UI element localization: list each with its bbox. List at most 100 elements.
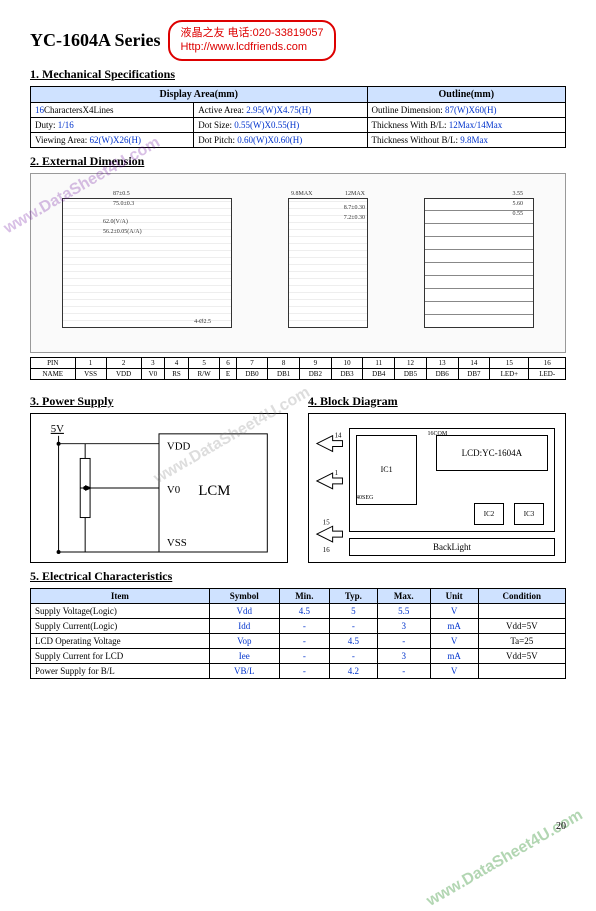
name-cell: DB7 <box>458 368 490 379</box>
elec-cell: Vop <box>209 633 279 648</box>
name-cell: DB5 <box>395 368 427 379</box>
elec-cell: Supply Voltage(Logic) <box>31 603 210 618</box>
table-row: Supply Voltage(Logic)Vdd4.555.5V <box>31 603 566 618</box>
table-row: LCD Operating VoltageVop-4.5-VTa=25 <box>31 633 566 648</box>
name-cell: RS <box>165 368 189 379</box>
ic3-block: IC3 <box>514 503 544 525</box>
name-cell: LED+ <box>490 368 529 379</box>
ic2-block: IC2 <box>474 503 504 525</box>
block-diagram: 14 1 15 16 LCD:YC-1604A IC1 IC2 IC3 16CO… <box>308 413 566 563</box>
elec-cell: 4.5 <box>279 603 329 618</box>
elec-cell: 5.5 <box>377 603 430 618</box>
elec-header: Condition <box>478 588 565 603</box>
elec-header: Unit <box>430 588 478 603</box>
name-cell: DB2 <box>300 368 332 379</box>
elec-cell: - <box>377 663 430 678</box>
elec-cell: VB/L <box>209 663 279 678</box>
front-view-drawing: 87±0.5 75.0±0.3 62.0(V/A) 56.2±0.05(A/A)… <box>62 198 232 328</box>
pin-cell: 13 <box>426 357 458 368</box>
elec-cell: 4.5 <box>329 633 377 648</box>
section5-heading: 5. Electrical Characteristics <box>30 569 566 584</box>
name-cell: VDD <box>106 368 141 379</box>
elec-cell: 3 <box>377 648 430 663</box>
elec-cell <box>478 663 565 678</box>
svg-text:16: 16 <box>323 546 330 553</box>
elec-cell: Iee <box>209 648 279 663</box>
pin-cell: 5 <box>188 357 220 368</box>
name-cell: LED- <box>529 368 566 379</box>
name-cell: DB1 <box>268 368 300 379</box>
electrical-table: ItemSymbolMin.Typ.Max.UnitCondition Supp… <box>30 588 566 679</box>
elec-cell: Power Supply for B/L <box>31 663 210 678</box>
mechanical-spec-table: Display Area(mm) Outline(mm) 16Character… <box>30 86 566 148</box>
section3-heading: 3. Power Supply <box>30 394 288 409</box>
name-cell: DB4 <box>363 368 395 379</box>
dot-detail-drawing: 3.55 5.60 0.55 <box>424 198 534 328</box>
contact-stamp: 液晶之友 电话:020-33819057 Http://www.lcdfrien… <box>168 20 335 61</box>
elec-header: Symbol <box>209 588 279 603</box>
external-dimension-drawing: 87±0.5 75.0±0.3 62.0(V/A) 56.2±0.05(A/A)… <box>30 173 566 353</box>
col-display: Display Area(mm) <box>31 86 368 102</box>
elec-cell <box>478 603 565 618</box>
table-row: Supply Current for LCDIee--3mAVdd=5V <box>31 648 566 663</box>
pin-cell: 15 <box>490 357 529 368</box>
pin-cell: 2 <box>106 357 141 368</box>
elec-cell: - <box>377 633 430 648</box>
elec-header: Item <box>31 588 210 603</box>
svg-text:14: 14 <box>335 432 342 439</box>
lcd-block: LCD:YC-1604A <box>436 435 548 471</box>
elec-cell: mA <box>430 618 478 633</box>
page-title: YC-1604A Series <box>30 30 160 51</box>
page-number: 20 <box>556 821 566 832</box>
elec-cell: 5 <box>329 603 377 618</box>
elec-cell: 3 <box>377 618 430 633</box>
stamp-line2: Http://www.lcdfriends.com <box>180 40 323 54</box>
elec-cell: Ta=25 <box>478 633 565 648</box>
elec-cell: V <box>430 603 478 618</box>
elec-cell: - <box>329 618 377 633</box>
name-cell: R/W <box>188 368 220 379</box>
name-cell: VSS <box>75 368 106 379</box>
elec-cell: - <box>279 648 329 663</box>
elec-header: Min. <box>279 588 329 603</box>
name-cell: DB0 <box>236 368 268 379</box>
label-5v: 5V <box>51 422 64 434</box>
name-cell: DB3 <box>331 368 363 379</box>
elec-cell: V <box>430 633 478 648</box>
elec-cell: - <box>329 648 377 663</box>
side-view-drawing: 9.8MAX 12MAX 8.7±0.30 7.2±0.30 <box>288 198 368 328</box>
pin-cell: 11 <box>363 357 395 368</box>
table-row: Supply Current(Logic)Idd--3mAVdd=5V <box>31 618 566 633</box>
backlight-block: BackLight <box>349 538 555 556</box>
elec-cell: Supply Current(Logic) <box>31 618 210 633</box>
name-cell: E <box>220 368 236 379</box>
pin-cell: 14 <box>458 357 490 368</box>
pin-cell: 16 <box>529 357 566 368</box>
elec-cell: Supply Current for LCD <box>31 648 210 663</box>
section4-heading: 4. Block Diagram <box>308 394 566 409</box>
stamp-line1: 液晶之友 电话:020-33819057 <box>180 26 323 40</box>
label-vss: VSS <box>167 537 187 549</box>
name-header: NAME <box>31 368 76 379</box>
elec-cell: - <box>279 633 329 648</box>
pin-cell: 8 <box>268 357 300 368</box>
section1-heading: 1. Mechanical Specifications <box>30 67 566 82</box>
table-row: 16CharactersX4Lines Active Area: 2.95(W)… <box>31 102 566 117</box>
pin-cell: 3 <box>141 357 165 368</box>
elec-cell: Vdd <box>209 603 279 618</box>
pin-cell: 10 <box>331 357 363 368</box>
svg-text:1: 1 <box>335 470 339 477</box>
col-outline: Outline(mm) <box>367 86 565 102</box>
elec-cell: LCD Operating Voltage <box>31 633 210 648</box>
name-cell: DB6 <box>426 368 458 379</box>
name-cell: V0 <box>141 368 165 379</box>
elec-cell: - <box>279 663 329 678</box>
pin-header: PIN <box>31 357 76 368</box>
label-v0: V0 <box>167 484 180 496</box>
elec-cell: Vdd=5V <box>478 618 565 633</box>
pin-cell: 6 <box>220 357 236 368</box>
elec-cell: - <box>279 618 329 633</box>
elec-cell: 4.2 <box>329 663 377 678</box>
table-row: Viewing Area: 62(W)X26(H) Dot Pitch: 0.6… <box>31 132 566 147</box>
elec-cell: mA <box>430 648 478 663</box>
